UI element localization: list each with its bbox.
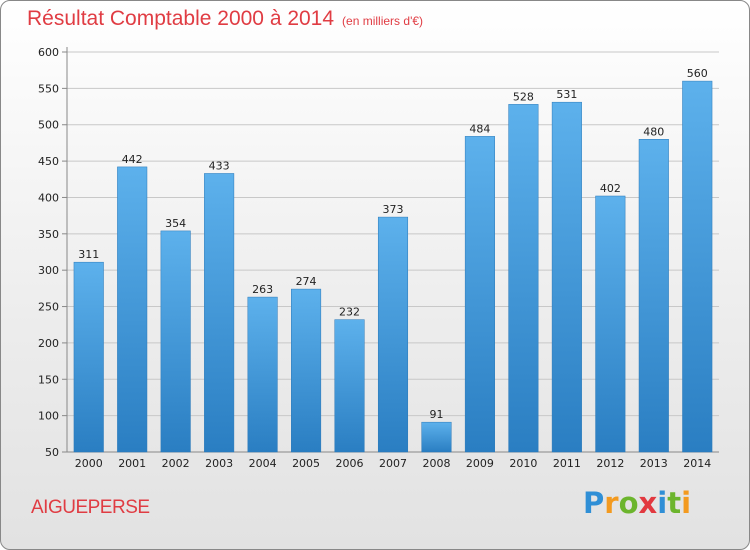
bar-2003 bbox=[204, 173, 235, 453]
bar-2012 bbox=[595, 195, 626, 453]
x-tick-label: 2010 bbox=[509, 457, 537, 470]
x-tick-label: 2014 bbox=[683, 457, 711, 470]
data-label-2010: 528 bbox=[513, 90, 534, 103]
x-tick-label: 2005 bbox=[292, 457, 320, 470]
data-label-2009: 484 bbox=[469, 122, 490, 135]
data-label-2001: 442 bbox=[122, 153, 143, 166]
logo-letter: i bbox=[681, 486, 692, 520]
logo-letter: P bbox=[583, 486, 605, 520]
data-label-2000: 311 bbox=[78, 248, 99, 261]
x-tick-label: 2001 bbox=[118, 457, 146, 470]
x-tick-label: 2002 bbox=[162, 457, 190, 470]
x-tick-labels: 2000 2001 2002 2003 2004 2005 2006 2007 2008 2009… bbox=[75, 457, 712, 470]
y-tick-label: 200 bbox=[38, 337, 59, 350]
y-tick-label: 100 bbox=[38, 410, 59, 423]
logo-letter: t bbox=[667, 486, 682, 520]
y-tick-label: 600 bbox=[38, 46, 59, 59]
logo-letter: o bbox=[618, 486, 639, 520]
x-tick-label: 2012 bbox=[596, 457, 624, 470]
y-tick-label: 450 bbox=[38, 155, 59, 168]
x-tick-label: 2004 bbox=[249, 457, 277, 470]
bar-2009 bbox=[464, 136, 495, 453]
logo-letter: i bbox=[657, 486, 668, 520]
proxiti-logo: Proxiti bbox=[583, 486, 691, 520]
bar-2004 bbox=[247, 296, 278, 453]
x-tick-label: 2013 bbox=[640, 457, 668, 470]
data-label-2002: 354 bbox=[165, 217, 186, 230]
x-tick-label: 2000 bbox=[75, 457, 103, 470]
y-tick-label: 500 bbox=[38, 119, 59, 132]
bar-2002 bbox=[160, 230, 191, 453]
logo-letter: x bbox=[638, 486, 658, 520]
y-tick-label: 250 bbox=[38, 301, 59, 314]
x-tick-label: 2003 bbox=[205, 457, 233, 470]
y-tick-label: 550 bbox=[38, 82, 59, 95]
bar-2014 bbox=[682, 80, 713, 453]
bar-2000 bbox=[73, 261, 104, 453]
x-tick-label: 2009 bbox=[466, 457, 494, 470]
chart-subtitle: (en milliers d'€) bbox=[342, 14, 424, 28]
bar-2006 bbox=[334, 319, 365, 453]
chart-title: Résultat Comptable 2000 à 2014 (en millie… bbox=[27, 7, 423, 31]
y-tick-label: 400 bbox=[38, 191, 59, 204]
bar-2005 bbox=[291, 288, 322, 453]
bars bbox=[73, 80, 713, 453]
bar-2008 bbox=[421, 421, 452, 453]
data-label-2013: 480 bbox=[643, 125, 664, 138]
x-tick-label: 2008 bbox=[422, 457, 450, 470]
x-tick-label: 2006 bbox=[336, 457, 364, 470]
y-tick-label: 150 bbox=[38, 373, 59, 386]
logo-letter: r bbox=[604, 486, 619, 520]
data-label-2006: 232 bbox=[339, 306, 360, 319]
data-label-2005: 274 bbox=[296, 275, 317, 288]
data-label-2012: 402 bbox=[600, 182, 621, 195]
data-label-2003: 433 bbox=[209, 159, 230, 172]
bar-2007 bbox=[377, 216, 409, 453]
y-tick-label: 300 bbox=[38, 264, 59, 277]
data-label-2011: 531 bbox=[556, 88, 577, 101]
data-labels: 311 442 354 433 263 274 232 373 91 484 528 531 402 48… bbox=[78, 67, 708, 421]
bar-2010 bbox=[508, 104, 539, 453]
data-label-2007: 373 bbox=[383, 203, 404, 216]
bar-2013 bbox=[638, 139, 669, 453]
x-tick-label: 2007 bbox=[379, 457, 407, 470]
data-label-2008: 91 bbox=[429, 408, 443, 421]
y-tick-labels: 50 100 150 200 250 300 350 400 450 500 550 600 bbox=[38, 46, 59, 459]
bar-2011 bbox=[551, 101, 582, 453]
bar-2001 bbox=[117, 166, 148, 453]
title-text: Résultat Comptable 2000 à 2014 bbox=[27, 7, 335, 30]
y-tick-label: 50 bbox=[45, 446, 59, 459]
data-label-2014: 560 bbox=[687, 67, 708, 80]
location-label: AIGUEPERSE bbox=[31, 497, 150, 518]
data-label-2004: 263 bbox=[252, 283, 273, 296]
x-tick-label: 2011 bbox=[553, 457, 581, 470]
y-tick-label: 350 bbox=[38, 228, 59, 241]
